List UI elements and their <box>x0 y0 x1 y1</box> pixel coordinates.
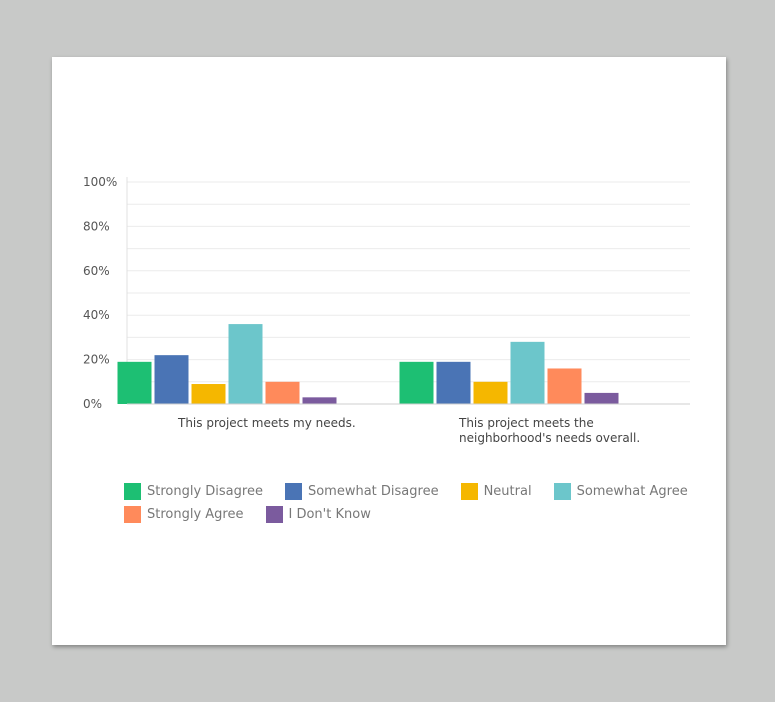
bar <box>191 384 226 404</box>
legend-swatch <box>265 506 283 523</box>
bar <box>510 341 545 404</box>
y-tick-label: 20% <box>83 353 110 367</box>
legend-label: Somewhat Disagree <box>307 484 439 499</box>
bar <box>228 324 263 404</box>
chart-card: 100% 80% 60% 40% 20% 0% This project meets my … <box>52 57 726 645</box>
x-category-label: This project meets my needs. <box>177 416 356 430</box>
bar <box>154 355 189 404</box>
legend-item: I Don't Know <box>265 506 371 523</box>
legend-swatch <box>460 483 478 500</box>
legend-swatch <box>124 506 141 523</box>
legend-item: Somewhat Disagree <box>284 483 439 500</box>
bar <box>399 361 434 404</box>
bar <box>265 381 300 404</box>
legend-item: Somewhat Agree <box>553 483 688 500</box>
legend-label: Neutral <box>483 484 532 499</box>
y-tick-label: 40% <box>83 308 110 322</box>
legend-item: Strongly Disagree <box>124 483 263 500</box>
legend-item: Strongly Agree <box>124 506 244 523</box>
bar <box>302 397 337 404</box>
legend-swatch <box>124 483 141 500</box>
bar <box>473 381 508 404</box>
bar <box>547 368 582 404</box>
legend-label: Strongly Disagree <box>147 484 263 499</box>
legend-label: I Don't Know <box>288 507 371 522</box>
legend-swatch <box>284 483 302 500</box>
x-category-label: This project meets the neighborhood's nee… <box>458 416 640 445</box>
y-tick-label: 100% <box>83 175 117 189</box>
y-tick-label: 80% <box>83 219 110 233</box>
bar <box>584 392 619 404</box>
y-tick-label: 60% <box>83 264 110 278</box>
y-tick-label: 0% <box>83 397 102 411</box>
legend-item: Neutral <box>460 483 532 500</box>
chart-legend: Strongly Disagree Somewhat Disagree Neutra… <box>124 483 714 523</box>
legend-swatch <box>553 483 571 500</box>
bar <box>436 361 471 404</box>
bar <box>117 361 152 404</box>
bar-chart: 100% 80% 60% 40% 20% 0% This project meets my … <box>83 175 690 445</box>
legend-label: Somewhat Agree <box>576 484 688 499</box>
legend-label: Strongly Agree <box>147 507 244 522</box>
